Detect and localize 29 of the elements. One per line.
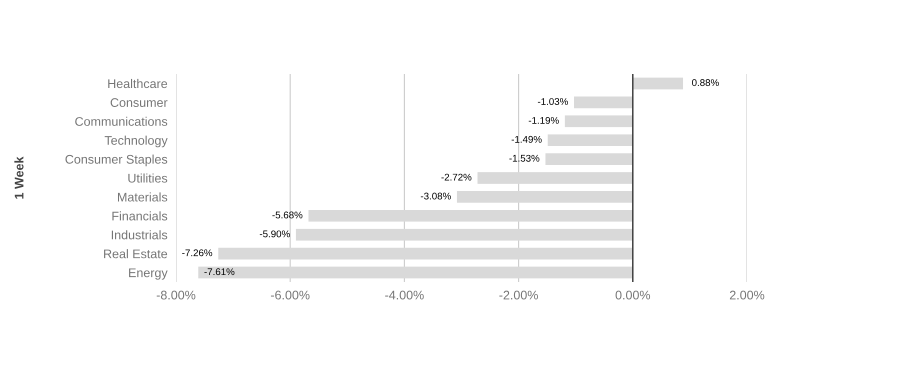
x-tick-label: -4.00% [385, 290, 424, 300]
data-label: -7.61% [204, 268, 234, 276]
data-label: -7.26% [182, 249, 212, 256]
y-tick-label: Healthcare [108, 78, 168, 88]
y-tick-label: Materials [118, 192, 168, 202]
y-tick-label: Consumer [110, 98, 168, 108]
data-label: -5.90% [260, 230, 290, 238]
y-tick-label: Industrials [112, 230, 168, 240]
data-label: -1.53% [509, 154, 540, 162]
x-tick-label: -6.00% [270, 290, 310, 300]
y-tick-label: Utilities [128, 173, 168, 183]
x-tick-label: -2.00% [499, 290, 538, 300]
y-tick-label: Financials [112, 211, 168, 220]
data-label: -1.49% [512, 136, 542, 143]
data-label: 0.88% [692, 79, 719, 86]
data-label: -1.19% [528, 117, 559, 124]
x-tick-label: -8.00% [156, 290, 196, 300]
y-axis-title: 1 Week [14, 156, 24, 199]
data-label: -3.08% [420, 192, 451, 200]
y-tick-label: Technology [104, 136, 168, 148]
data-label: -1.03% [538, 98, 568, 105]
y-tick-label: Energy [129, 268, 168, 280]
x-tick-label: 0.00% [616, 290, 650, 300]
y-tick-label: Communications [75, 116, 168, 126]
x-tick-label: 2.00% [730, 290, 764, 300]
data-label: -5.68% [272, 212, 302, 218]
data-label: -2.72% [441, 174, 472, 181]
y-tick-label: Real Estate [104, 249, 168, 258]
y-tick-label: Consumer Staples [65, 154, 168, 166]
